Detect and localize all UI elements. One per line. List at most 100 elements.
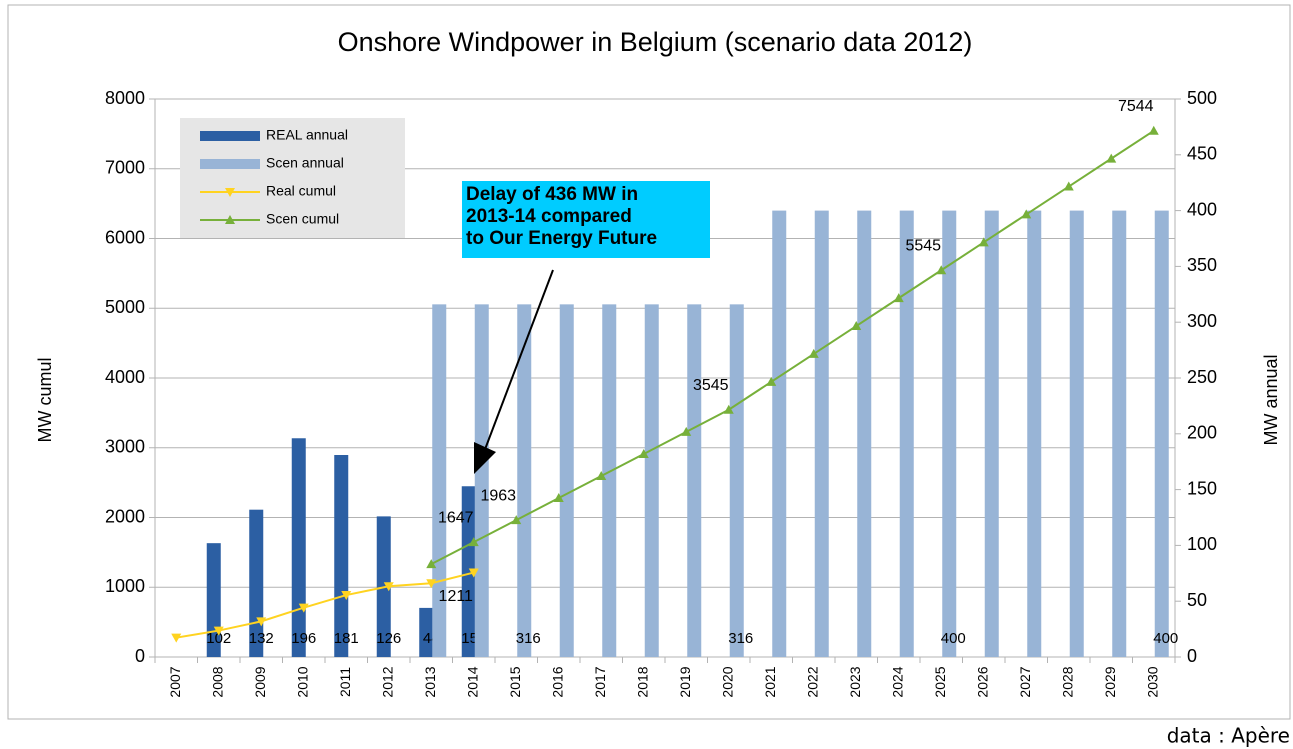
marker [596, 470, 607, 480]
y2-axis-title: MW annual [1261, 354, 1281, 445]
marker [341, 591, 352, 601]
bar [291, 438, 306, 657]
y2-tick-label: 300 [1187, 311, 1217, 331]
y-axis-title: MW cumul [35, 358, 55, 443]
y-tick-label: 3000 [105, 437, 145, 457]
marker [893, 293, 904, 303]
data-label: 3545 [693, 377, 729, 394]
y-tick-label: 4000 [105, 367, 145, 387]
x-tick-label: 2018 [634, 666, 650, 697]
data-label: 316 [516, 630, 541, 647]
bar [899, 210, 914, 657]
marker [383, 582, 394, 592]
marker [766, 376, 777, 386]
marker [808, 348, 819, 358]
marker [171, 633, 182, 643]
y2-tick-label: 250 [1187, 367, 1217, 387]
x-tick-label: 2027 [1017, 666, 1033, 697]
bar [474, 304, 489, 657]
y2-tick-label: 450 [1187, 144, 1217, 164]
x-tick-label: 2022 [804, 666, 820, 697]
chart-title: Onshore Windpower in Belgium (scenario d… [338, 27, 973, 57]
bar [1154, 210, 1169, 657]
source-note: data : Apère [1167, 724, 1290, 748]
annotation-arrow [483, 269, 554, 453]
marker [978, 237, 989, 247]
data-label: 1211 [439, 588, 474, 605]
bar [461, 486, 476, 657]
marker [468, 568, 479, 578]
marker [213, 626, 224, 636]
x-tick-label: 2016 [549, 666, 565, 697]
data-label: 102 [206, 630, 231, 647]
y2-tick-label: 500 [1187, 88, 1217, 108]
legend-swatch [200, 159, 260, 169]
bar [772, 210, 787, 657]
y2-tick-label: 0 [1187, 646, 1197, 666]
annotation-text: Delay of 436 MW in [466, 184, 638, 205]
marker [1063, 181, 1074, 191]
x-tick-label: 2025 [932, 666, 948, 697]
marker [256, 617, 267, 627]
y2-tick-label: 150 [1187, 478, 1217, 498]
y2-tick-label: 400 [1187, 199, 1217, 219]
marker [936, 265, 947, 275]
data-label: 400 [1153, 630, 1178, 647]
legend-label: Scen annual [266, 155, 344, 171]
y-tick-label: 5000 [105, 297, 145, 317]
bar [1112, 210, 1127, 657]
bar [644, 304, 659, 657]
line [176, 571, 474, 639]
bar [729, 304, 744, 657]
marker [1106, 153, 1117, 163]
bar [857, 210, 872, 657]
data-label: 196 [291, 630, 316, 647]
legend-swatch [200, 131, 260, 141]
x-tick-label: 2017 [592, 666, 608, 697]
x-tick-label: 2007 [167, 666, 183, 697]
y2-tick-label: 100 [1187, 534, 1217, 554]
line [430, 129, 1155, 566]
bar [602, 304, 617, 657]
y2-tick-label: 200 [1187, 423, 1217, 443]
y-tick-label: 7000 [105, 158, 145, 178]
data-label: 1963 [480, 487, 516, 504]
x-tick-label: 2024 [889, 666, 905, 697]
bar [419, 607, 434, 657]
annotation-arrowhead [474, 442, 496, 474]
marker [553, 493, 564, 503]
x-tick-label: 2023 [847, 666, 863, 697]
x-tick-label: 2012 [379, 666, 395, 697]
marker [1148, 125, 1159, 135]
x-tick-label: 2011 [337, 667, 353, 697]
marker [851, 321, 862, 331]
x-tick-label: 2029 [1102, 666, 1118, 697]
marker [225, 188, 235, 197]
x-tick-label: 2014 [464, 666, 480, 697]
y2-tick-label: 50 [1187, 590, 1207, 610]
data-label: 7544 [1118, 98, 1154, 115]
bar [1027, 210, 1042, 657]
marker [426, 559, 437, 569]
x-tick-label: 2009 [252, 666, 268, 697]
x-tick-label: 2010 [294, 666, 310, 697]
x-tick-label: 2019 [677, 666, 693, 697]
marker [468, 537, 479, 547]
x-tick-label: 2030 [1144, 666, 1160, 697]
data-label: 400 [941, 630, 966, 647]
x-tick-label: 2026 [974, 666, 990, 697]
marker [298, 603, 309, 613]
data-label: 132 [249, 630, 274, 647]
y-tick-label: 1000 [105, 576, 145, 596]
bar [814, 210, 829, 657]
marker [511, 515, 522, 525]
marker [1021, 209, 1032, 219]
y-tick-label: 8000 [105, 88, 145, 108]
y-tick-label: 0 [135, 646, 145, 666]
marker [638, 448, 649, 458]
y-tick-label: 2000 [105, 506, 145, 526]
x-tick-label: 2020 [719, 666, 735, 697]
bar [687, 304, 702, 657]
marker [681, 426, 692, 436]
